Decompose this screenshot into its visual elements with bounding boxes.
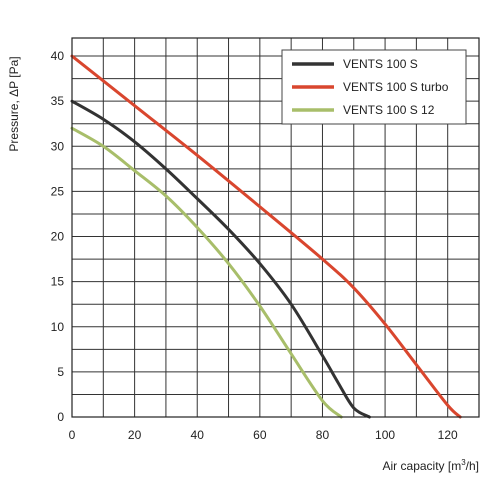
y-tick-label: 15	[51, 275, 65, 289]
x-tick-label: 80	[316, 428, 330, 442]
series-lines	[70, 54, 462, 419]
y-tick-label: 30	[51, 139, 65, 153]
y-tick-label: 5	[57, 365, 64, 379]
x-axis-label-sup: 3	[461, 458, 466, 467]
legend-label-vents-100-s: VENTS 100 S	[343, 57, 418, 71]
x-axis-label: Air capacity [m3/h]	[383, 458, 479, 473]
y-tick-label: 25	[51, 184, 65, 198]
y-tick-label: 40	[51, 49, 65, 63]
x-tick-label: 120	[438, 428, 458, 442]
y-axis-label: Pressure, ΔP [Pa]	[7, 56, 21, 151]
x-tick-labels: 0 20 40 60 80 100 120	[69, 428, 458, 442]
x-tick-label: 40	[191, 428, 205, 442]
y-tick-label: 35	[51, 94, 65, 108]
x-axis-label-main: Air capacity [m	[383, 459, 462, 473]
plot-frame	[71, 37, 480, 418]
legend-label-vents-100-s-12: VENTS 100 S 12	[343, 103, 435, 117]
y-tick-label: 20	[51, 230, 65, 244]
x-tick-label: 60	[253, 428, 267, 442]
x-tick-label: 0	[69, 428, 76, 442]
legend: VENTS 100 S VENTS 100 S turbo VENTS 100 S …	[281, 49, 467, 125]
series-line-vents-100-s	[70, 99, 371, 419]
x-tick-label: 100	[375, 428, 395, 442]
x-axis-label-suffix: /h]	[466, 459, 479, 473]
y-tick-label: 0	[57, 410, 64, 424]
x-tick-label: 20	[128, 428, 142, 442]
y-tick-labels: 0 5 10 15 20 25 30 35 40	[51, 49, 65, 424]
legend-label-vents-100-s-turbo: VENTS 100 S turbo	[343, 80, 449, 94]
series-line-vents-100-s-12	[70, 126, 343, 419]
series-line-vents-100-s-turbo	[70, 54, 462, 419]
y-tick-label: 10	[51, 320, 65, 334]
